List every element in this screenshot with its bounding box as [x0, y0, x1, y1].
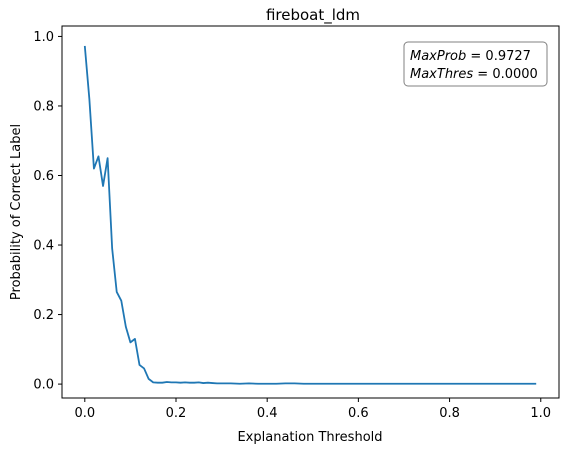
plot-area: 0.0 0.2 0.4 0.6 0.8 1.0 0.0 0.2 0.4 0.6 0.8 1.0	[33, 25, 560, 421]
y-axis: 0.0 0.2 0.4 0.6 0.8 1.0	[33, 30, 62, 393]
x-axis-label: Explanation Threshold	[237, 430, 382, 445]
x-tick-label: 0.4	[257, 406, 278, 421]
annotation-line-1: MaxProb = 0.9727	[410, 49, 531, 64]
annotation-maxprob-key: MaxProb	[410, 49, 466, 64]
axes-frame	[61, 25, 560, 399]
x-tick-label: 0.6	[348, 406, 369, 421]
series-line	[83, 45, 537, 385]
x-tick-label: 1.0	[530, 406, 551, 421]
annotation-maxprob-value: = 0.9727	[466, 49, 531, 64]
y-tick-label: 1.0	[33, 30, 54, 45]
annotation-frame	[403, 41, 548, 87]
annotation-maxthres-value: = 0.0000	[473, 67, 538, 82]
chart-title: fireboat_ldm	[266, 6, 360, 25]
x-tick-label: 0.2	[166, 406, 187, 421]
x-tick-label: 0.0	[74, 406, 95, 421]
y-axis-label: Probability of Correct Label	[9, 124, 24, 300]
y-tick-label: 0.4	[33, 239, 54, 254]
x-tick-label: 0.8	[439, 406, 460, 421]
y-tick-label: 0.2	[33, 308, 54, 323]
annotation-box: MaxProb = 0.9727 MaxThres = 0.0000	[403, 41, 548, 87]
y-tick-label: 0.0	[33, 378, 54, 393]
x-axis: 0.0 0.2 0.4 0.6 0.8 1.0	[74, 398, 551, 421]
y-tick-label: 0.6	[33, 169, 54, 184]
annotation-line-2: MaxThres = 0.0000	[410, 67, 538, 82]
y-tick-label: 0.8	[33, 99, 54, 114]
annotation-maxthres-key: MaxThres	[410, 67, 473, 82]
